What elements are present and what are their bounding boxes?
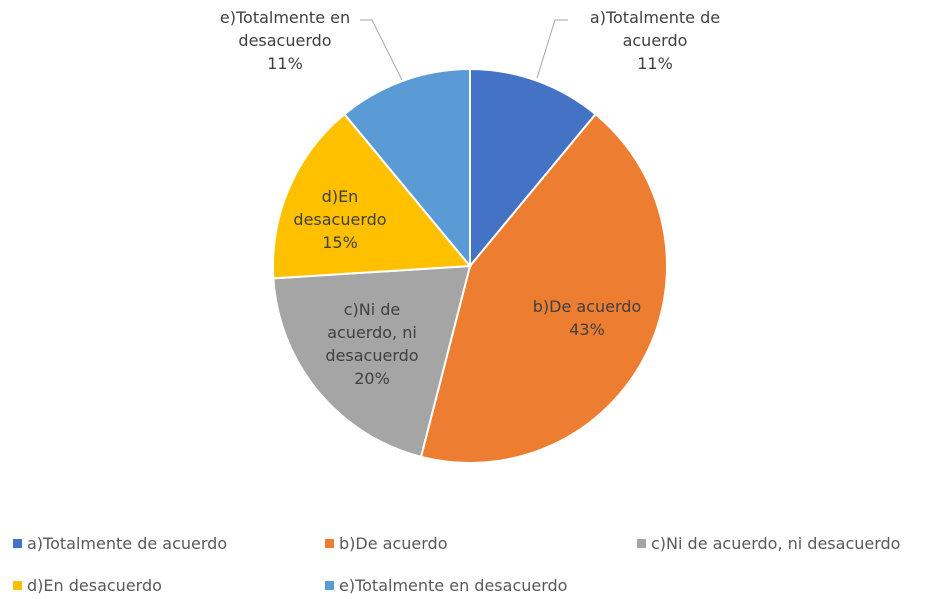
legend-item: b)De acuerdo — [325, 534, 447, 553]
pie-slice — [469, 67, 597, 269]
pie-slice — [343, 67, 471, 269]
legend-label: a)Totalmente de acuerdo — [27, 534, 228, 553]
legend-label: d)En desacuerdo — [27, 576, 162, 595]
data-label: d)En desacuerdo 15% — [292, 185, 388, 254]
leader-line — [360, 19, 403, 81]
pie-slice — [272, 264, 472, 459]
pie-slice — [419, 112, 669, 464]
legend-swatch — [325, 539, 334, 548]
data-label-category: e)Totalmente en desacuerdo — [219, 8, 351, 50]
data-label-category: c)Ni de acuerdo, ni desacuerdo — [325, 300, 419, 365]
data-label-category: b)De acuerdo — [532, 297, 642, 316]
data-label-value: 20% — [354, 369, 390, 388]
legend-swatch — [325, 581, 334, 590]
pie-slice — [272, 112, 473, 280]
legend-swatch — [13, 539, 22, 548]
data-label: b)De acuerdo 43% — [512, 295, 662, 341]
legend-item: d)En desacuerdo — [13, 576, 162, 595]
leader-line — [536, 19, 568, 79]
legend-label: e)Totalmente en desacuerdo — [339, 576, 568, 595]
data-label-value: 15% — [322, 233, 358, 252]
data-label-value: 43% — [569, 320, 605, 339]
legend-label: b)De acuerdo — [339, 534, 448, 553]
legend-label: c)Ni de acuerdo, ni desacuerdo — [651, 534, 901, 553]
data-label: a)Totalmente de acuerdo 11% — [580, 6, 730, 75]
legend-item: e)Totalmente en desacuerdo — [325, 576, 567, 595]
data-label-category: a)Totalmente de acuerdo — [589, 8, 721, 50]
data-label: e)Totalmente en desacuerdo 11% — [210, 6, 360, 75]
data-label-value: 11% — [267, 54, 303, 73]
legend-item: a)Totalmente de acuerdo — [13, 534, 227, 553]
legend-swatch — [637, 539, 646, 548]
legend-swatch — [13, 581, 22, 590]
data-label-category: d)En desacuerdo — [293, 187, 387, 229]
legend-item: c)Ni de acuerdo, ni desacuerdo — [637, 534, 900, 553]
data-label-value: 11% — [637, 54, 673, 73]
data-label: c)Ni de acuerdo, ni desacuerdo 20% — [316, 298, 428, 390]
